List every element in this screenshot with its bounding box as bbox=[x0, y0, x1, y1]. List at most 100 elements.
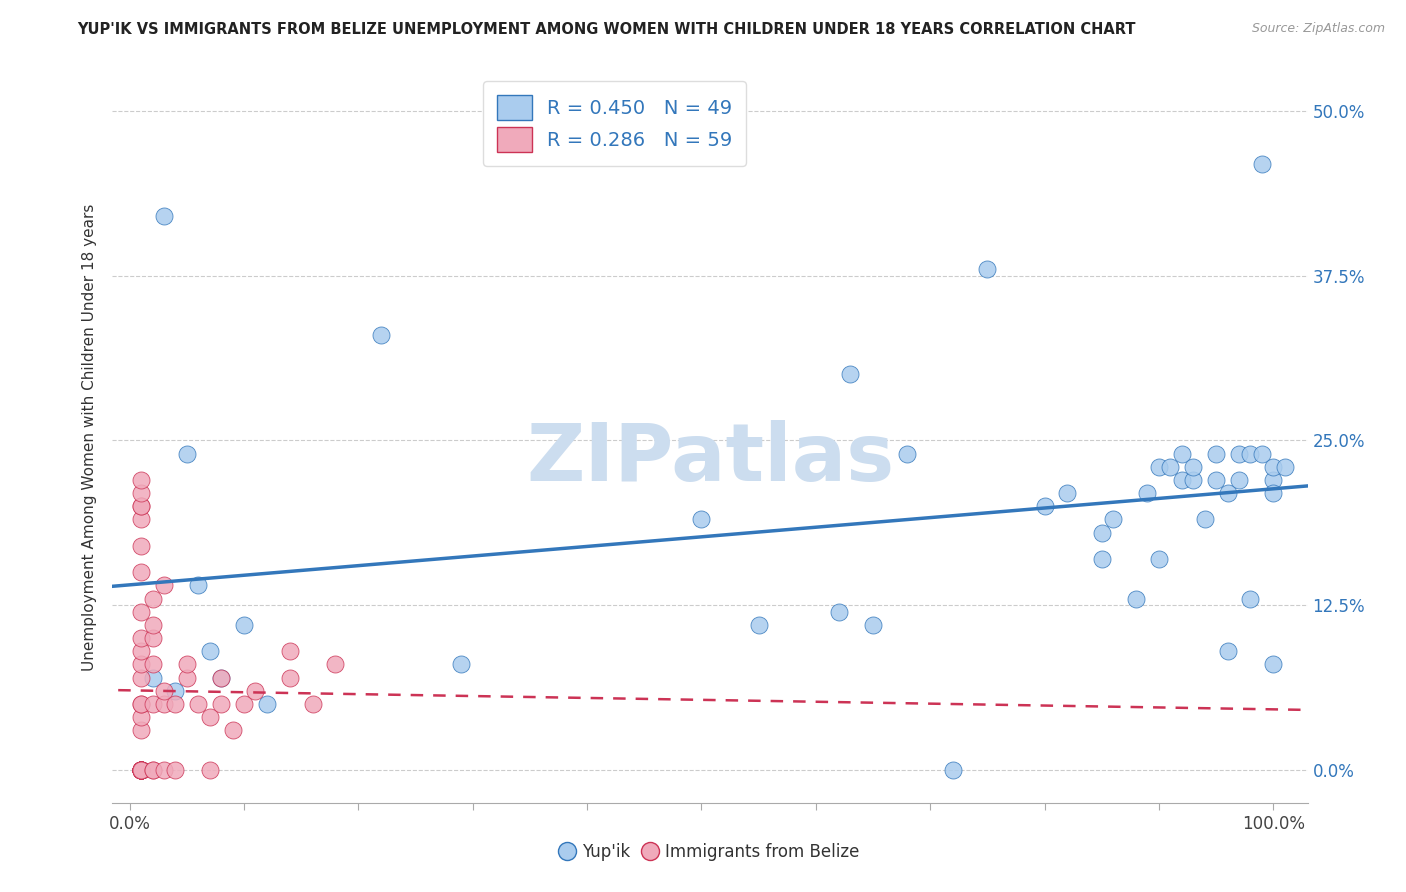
Point bbox=[129, 763, 152, 777]
Point bbox=[141, 618, 163, 632]
Point bbox=[129, 763, 152, 777]
Point bbox=[141, 671, 163, 685]
Point bbox=[1033, 500, 1056, 514]
Text: ZIPatlas: ZIPatlas bbox=[526, 420, 894, 498]
Point bbox=[1091, 525, 1114, 540]
Point bbox=[1136, 486, 1159, 500]
Point bbox=[129, 631, 152, 645]
Point bbox=[141, 657, 163, 672]
Point bbox=[129, 539, 152, 553]
Point bbox=[153, 578, 176, 592]
Point bbox=[129, 473, 152, 487]
Legend: Yup'ik, Immigrants from Belize: Yup'ik, Immigrants from Belize bbox=[554, 837, 866, 868]
Point bbox=[1171, 446, 1194, 460]
Point bbox=[129, 763, 152, 777]
Point bbox=[1263, 657, 1285, 672]
Point bbox=[690, 512, 713, 526]
Point bbox=[198, 710, 221, 724]
Point bbox=[1147, 459, 1170, 474]
Point bbox=[187, 578, 209, 592]
Point bbox=[141, 591, 163, 606]
Point bbox=[1263, 473, 1285, 487]
Point bbox=[129, 763, 152, 777]
Point bbox=[129, 763, 152, 777]
Point bbox=[828, 605, 851, 619]
Point bbox=[1194, 512, 1216, 526]
Point bbox=[141, 763, 163, 777]
Point bbox=[141, 631, 163, 645]
Point bbox=[1227, 473, 1250, 487]
Point bbox=[153, 697, 176, 711]
Point bbox=[1182, 473, 1205, 487]
Point bbox=[129, 763, 152, 777]
Point bbox=[129, 763, 152, 777]
Point bbox=[301, 697, 323, 711]
Point bbox=[129, 763, 152, 777]
Point bbox=[198, 763, 221, 777]
Point bbox=[862, 618, 884, 632]
Point bbox=[141, 763, 163, 777]
Point bbox=[129, 697, 152, 711]
Point bbox=[1274, 459, 1296, 474]
Point bbox=[1091, 552, 1114, 566]
Point bbox=[129, 763, 152, 777]
Point bbox=[176, 657, 198, 672]
Point bbox=[165, 683, 187, 698]
Point bbox=[153, 210, 176, 224]
Point bbox=[1216, 644, 1239, 658]
Point bbox=[129, 763, 152, 777]
Point bbox=[129, 763, 152, 777]
Point bbox=[1159, 459, 1181, 474]
Point bbox=[129, 763, 152, 777]
Point bbox=[198, 644, 221, 658]
Text: YUP'IK VS IMMIGRANTS FROM BELIZE UNEMPLOYMENT AMONG WOMEN WITH CHILDREN UNDER 18: YUP'IK VS IMMIGRANTS FROM BELIZE UNEMPLO… bbox=[77, 22, 1136, 37]
Point bbox=[1171, 473, 1194, 487]
Point bbox=[942, 763, 965, 777]
Point bbox=[278, 644, 301, 658]
Point bbox=[129, 657, 152, 672]
Point bbox=[129, 710, 152, 724]
Point bbox=[209, 671, 232, 685]
Point bbox=[221, 723, 243, 738]
Point bbox=[165, 697, 187, 711]
Point bbox=[129, 512, 152, 526]
Point bbox=[165, 763, 187, 777]
Point bbox=[129, 697, 152, 711]
Point bbox=[256, 697, 278, 711]
Point bbox=[839, 368, 862, 382]
Point bbox=[976, 262, 998, 277]
Point bbox=[141, 697, 163, 711]
Point bbox=[129, 763, 152, 777]
Point bbox=[1216, 486, 1239, 500]
Point bbox=[129, 671, 152, 685]
Point bbox=[1056, 486, 1078, 500]
Point bbox=[245, 683, 267, 698]
Point bbox=[129, 763, 152, 777]
Point bbox=[209, 697, 232, 711]
Point bbox=[1147, 552, 1170, 566]
Point bbox=[209, 671, 232, 685]
Point bbox=[129, 605, 152, 619]
Point bbox=[233, 697, 256, 711]
Point bbox=[129, 486, 152, 500]
Point bbox=[129, 723, 152, 738]
Point bbox=[1205, 473, 1227, 487]
Point bbox=[450, 657, 472, 672]
Point bbox=[1205, 446, 1227, 460]
Point bbox=[1250, 156, 1272, 170]
Point bbox=[153, 763, 176, 777]
Point bbox=[1227, 446, 1250, 460]
Point bbox=[1102, 512, 1125, 526]
Point bbox=[129, 565, 152, 579]
Point bbox=[129, 500, 152, 514]
Point bbox=[1250, 446, 1272, 460]
Point bbox=[233, 618, 256, 632]
Point bbox=[176, 671, 198, 685]
Point bbox=[896, 446, 918, 460]
Point bbox=[129, 763, 152, 777]
Point bbox=[153, 683, 176, 698]
Point bbox=[129, 500, 152, 514]
Point bbox=[748, 618, 770, 632]
Text: Source: ZipAtlas.com: Source: ZipAtlas.com bbox=[1251, 22, 1385, 36]
Y-axis label: Unemployment Among Women with Children Under 18 years: Unemployment Among Women with Children U… bbox=[82, 203, 97, 671]
